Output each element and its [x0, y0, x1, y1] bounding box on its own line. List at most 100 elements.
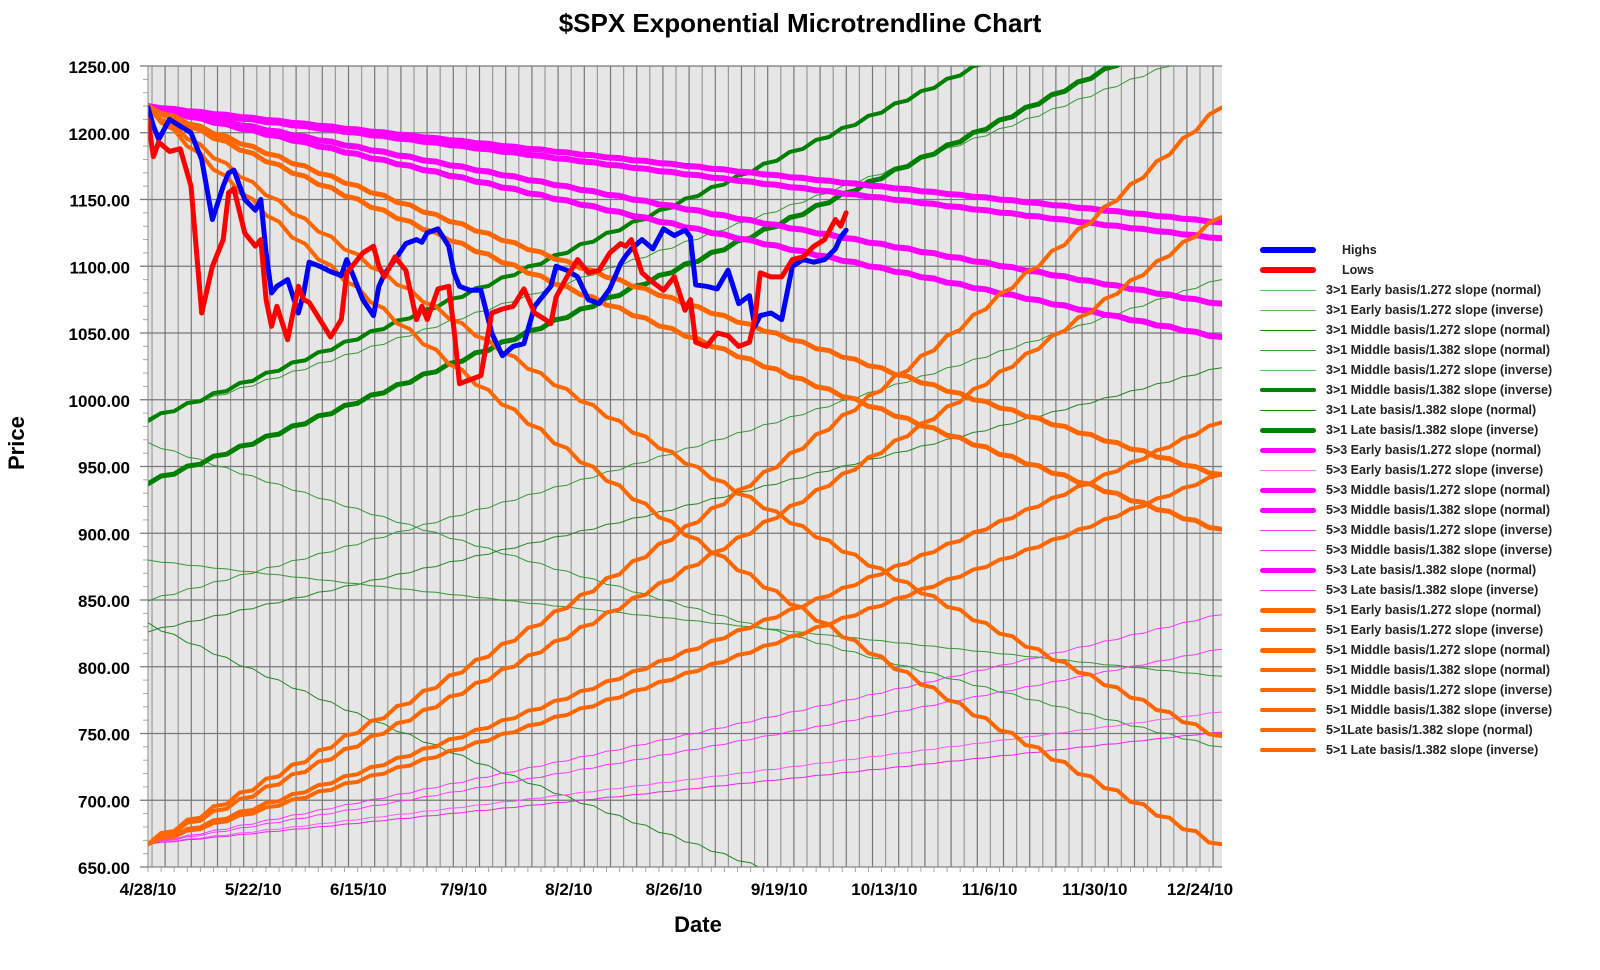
legend-swatch-icon: [1260, 507, 1316, 513]
legend-label: 5>3 Middle basis/1.272 slope (inverse): [1326, 523, 1553, 537]
x-tick-label: 8/2/10: [545, 880, 592, 899]
legend-label: 5>1Late basis/1.382 slope (normal): [1326, 723, 1533, 737]
legend-swatch-icon: [1260, 349, 1316, 351]
legend-swatch-icon: [1260, 688, 1316, 692]
legend-item: 3>1 Middle basis/1.272 slope (inverse): [1260, 360, 1600, 380]
x-tick-label: 7/9/10: [440, 880, 487, 899]
legend-label: 5>3 Late basis/1.382 slope (normal): [1326, 563, 1537, 577]
y-tick-label: 1050.00: [69, 325, 130, 344]
legend-label: 5>3 Early basis/1.272 slope (normal): [1326, 443, 1542, 457]
legend-item: 5>3 Early basis/1.272 slope (normal): [1260, 440, 1600, 460]
legend-item: 3>1 Middle basis/1.272 slope (normal): [1260, 320, 1600, 340]
y-tick-label: 650.00: [78, 859, 130, 878]
legend-label: 5>1 Early basis/1.272 slope (inverse): [1326, 623, 1544, 637]
legend-swatch-icon: [1260, 647, 1316, 653]
legend-swatch-icon: [1260, 447, 1316, 453]
legend-item: 5>3 Late basis/1.382 slope (normal): [1260, 560, 1600, 580]
x-tick-label: 10/13/10: [851, 880, 917, 899]
legend-swatch-icon: [1260, 567, 1316, 573]
series-line: [148, 104, 849, 359]
series-line: [148, 66, 1172, 419]
legend-item: 5>1 Early basis/1.272 slope (inverse): [1260, 620, 1600, 640]
series-line: [148, 103, 1222, 532]
series-line: [148, 103, 1222, 242]
legend-swatch-icon: [1260, 267, 1316, 273]
legend: Highs Lows 3>1 Early basis/1.272 slope (no…: [1260, 240, 1600, 760]
series-line: [148, 103, 1222, 340]
series-line: [148, 648, 1222, 845]
legend-label: 5>1 Middle basis/1.272 slope (normal): [1326, 643, 1551, 657]
series-line: [148, 622, 760, 867]
series-line: [148, 214, 1222, 847]
series-line: [148, 103, 1222, 307]
y-tick-label: 850.00: [78, 592, 130, 611]
legend-swatch-icon: [1260, 607, 1316, 613]
series-line: [148, 420, 1222, 847]
legend-item: Highs: [1260, 240, 1600, 260]
series-line: [148, 116, 849, 387]
legend-label: 5>3 Late basis/1.382 slope (inverse): [1326, 583, 1539, 597]
series-line: [148, 66, 983, 424]
legend-swatch-icon: [1260, 427, 1316, 433]
legend-swatch-icon: [1260, 549, 1316, 551]
series-line: [148, 104, 1222, 847]
legend-item: 3>1 Middle basis/1.382 slope (inverse): [1260, 380, 1600, 400]
y-tick-label: 1150.00: [69, 192, 130, 211]
legend-label: 5>1 Early basis/1.272 slope (normal): [1326, 603, 1542, 617]
legend-swatch-icon: [1260, 309, 1316, 311]
legend-label: 3>1 Late basis/1.382 slope (normal): [1326, 403, 1537, 417]
legend-label: 3>1 Middle basis/1.272 slope (inverse): [1326, 363, 1553, 377]
legend-item: 5>3 Middle basis/1.272 slope (normal): [1260, 480, 1600, 500]
legend-item: 5>3 Early basis/1.272 slope (inverse): [1260, 460, 1600, 480]
legend-item: 3>1 Early basis/1.272 slope (inverse): [1260, 300, 1600, 320]
legend-label: 3>1 Late basis/1.382 slope (inverse): [1326, 423, 1539, 437]
legend-label: 3>1 Early basis/1.272 slope (normal): [1326, 283, 1542, 297]
legend-label: 3>1 Middle basis/1.382 slope (normal): [1326, 343, 1551, 357]
legend-label: 3>1 Early basis/1.272 slope (inverse): [1326, 303, 1544, 317]
legend-label: 5>1 Middle basis/1.382 slope (normal): [1326, 663, 1551, 677]
legend-item: 3>1 Early basis/1.272 slope (normal): [1260, 280, 1600, 300]
chart-title: $SPX Exponential Microtrendline Chart: [558, 8, 1042, 38]
y-tick-label: 700.00: [78, 792, 130, 811]
legend-item: Lows: [1260, 260, 1600, 280]
legend-item: 5>3 Middle basis/1.382 slope (inverse): [1260, 540, 1600, 560]
x-tick-label: 12/24/10: [1167, 880, 1233, 899]
y-tick-label: 1000.00: [69, 392, 130, 411]
x-tick-label: 9/19/10: [751, 880, 808, 899]
legend-swatch-icon: [1260, 247, 1316, 253]
legend-label: 5>3 Middle basis/1.382 slope (inverse): [1326, 543, 1553, 557]
legend-swatch-icon: [1260, 728, 1316, 732]
legend-swatch-icon: [1260, 708, 1316, 712]
x-tick-label: 4/28/10: [120, 880, 177, 899]
y-tick-label: 900.00: [78, 525, 130, 544]
series-line: [148, 279, 1222, 602]
series-line: [148, 711, 1222, 845]
legend-swatch-icon: [1260, 469, 1316, 471]
x-tick-label: 5/22/10: [225, 880, 282, 899]
legend-label: 5>3 Middle basis/1.272 slope (normal): [1326, 483, 1551, 497]
legend-label: 3>1 Middle basis/1.382 slope (inverse): [1326, 383, 1553, 397]
legend-item: 5>1 Middle basis/1.382 slope (inverse): [1260, 700, 1600, 720]
legend-item: 5>1 Middle basis/1.272 slope (normal): [1260, 640, 1600, 660]
legend-swatch-icon: [1260, 529, 1316, 531]
legend-label: Lows: [1342, 263, 1374, 277]
series-line: [148, 367, 1222, 633]
legend-label: Highs: [1342, 243, 1377, 257]
legend-item: 5>3 Late basis/1.382 slope (inverse): [1260, 580, 1600, 600]
x-tick-label: 6/15/10: [330, 880, 387, 899]
legend-swatch-icon: [1260, 589, 1316, 591]
x-axis-ticks: 4/28/10 5/22/10 6/15/10 7/9/10 8/2/10 8/26/10…: [120, 867, 1233, 899]
legend-item: 5>3 Middle basis/1.272 slope (inverse): [1260, 520, 1600, 540]
legend-item: 3>1 Late basis/1.382 slope (normal): [1260, 400, 1600, 420]
legend-item: 5>1 Middle basis/1.382 slope (normal): [1260, 660, 1600, 680]
legend-item: 3>1 Middle basis/1.382 slope (normal): [1260, 340, 1600, 360]
x-axis-label: Date: [674, 912, 722, 937]
legend-label: 3>1 Middle basis/1.272 slope (normal): [1326, 323, 1551, 337]
series-line: [148, 559, 1222, 677]
legend-label: 5>3 Middle basis/1.382 slope (normal): [1326, 503, 1551, 517]
series-line: [148, 104, 1222, 739]
legend-swatch-icon: [1260, 329, 1316, 331]
x-tick-label: 11/30/10: [1062, 880, 1127, 899]
plot-area: 1250.00 1200.00 1150.00 1100.00 1050.00 1000.…: [69, 58, 1234, 899]
legend-swatch-icon: [1260, 748, 1316, 752]
